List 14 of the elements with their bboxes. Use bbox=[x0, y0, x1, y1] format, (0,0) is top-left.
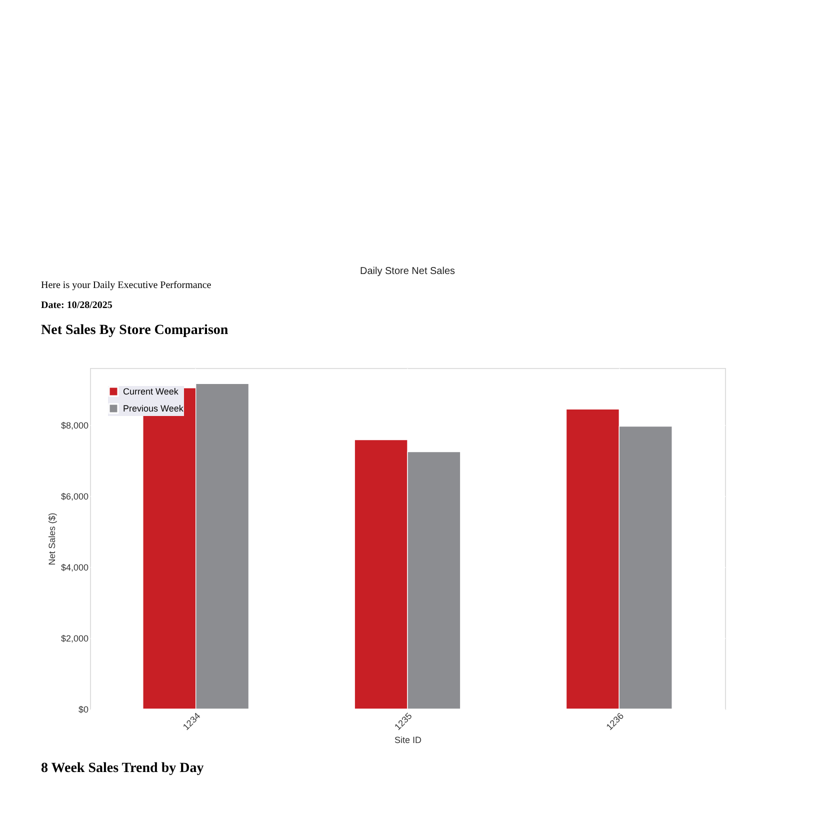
text: Date: 10/28/2025 bbox=[41, 300, 112, 311]
text: Here is your Daily Executive Performance bbox=[41, 280, 212, 291]
y-tick-label: $0 bbox=[78, 704, 88, 714]
y-axis-title: Net Sales ($) bbox=[46, 512, 57, 566]
y-tick-label: $6,000 bbox=[60, 491, 88, 502]
text: 8 Week Sales Trend by Day bbox=[41, 761, 204, 776]
legend-label: Previous Week bbox=[123, 404, 184, 414]
legend-label: Current Week bbox=[123, 386, 179, 396]
text: Net Sales By Store Comparison bbox=[41, 323, 228, 338]
x-axis-title: Site ID bbox=[394, 735, 422, 746]
chart-title: Daily Store Net Sales bbox=[360, 266, 456, 277]
y-tick-label: $4,000 bbox=[60, 562, 88, 572]
y-tick-label: $2,000 bbox=[60, 633, 88, 644]
y-tick-label: $8,000 bbox=[60, 420, 88, 430]
